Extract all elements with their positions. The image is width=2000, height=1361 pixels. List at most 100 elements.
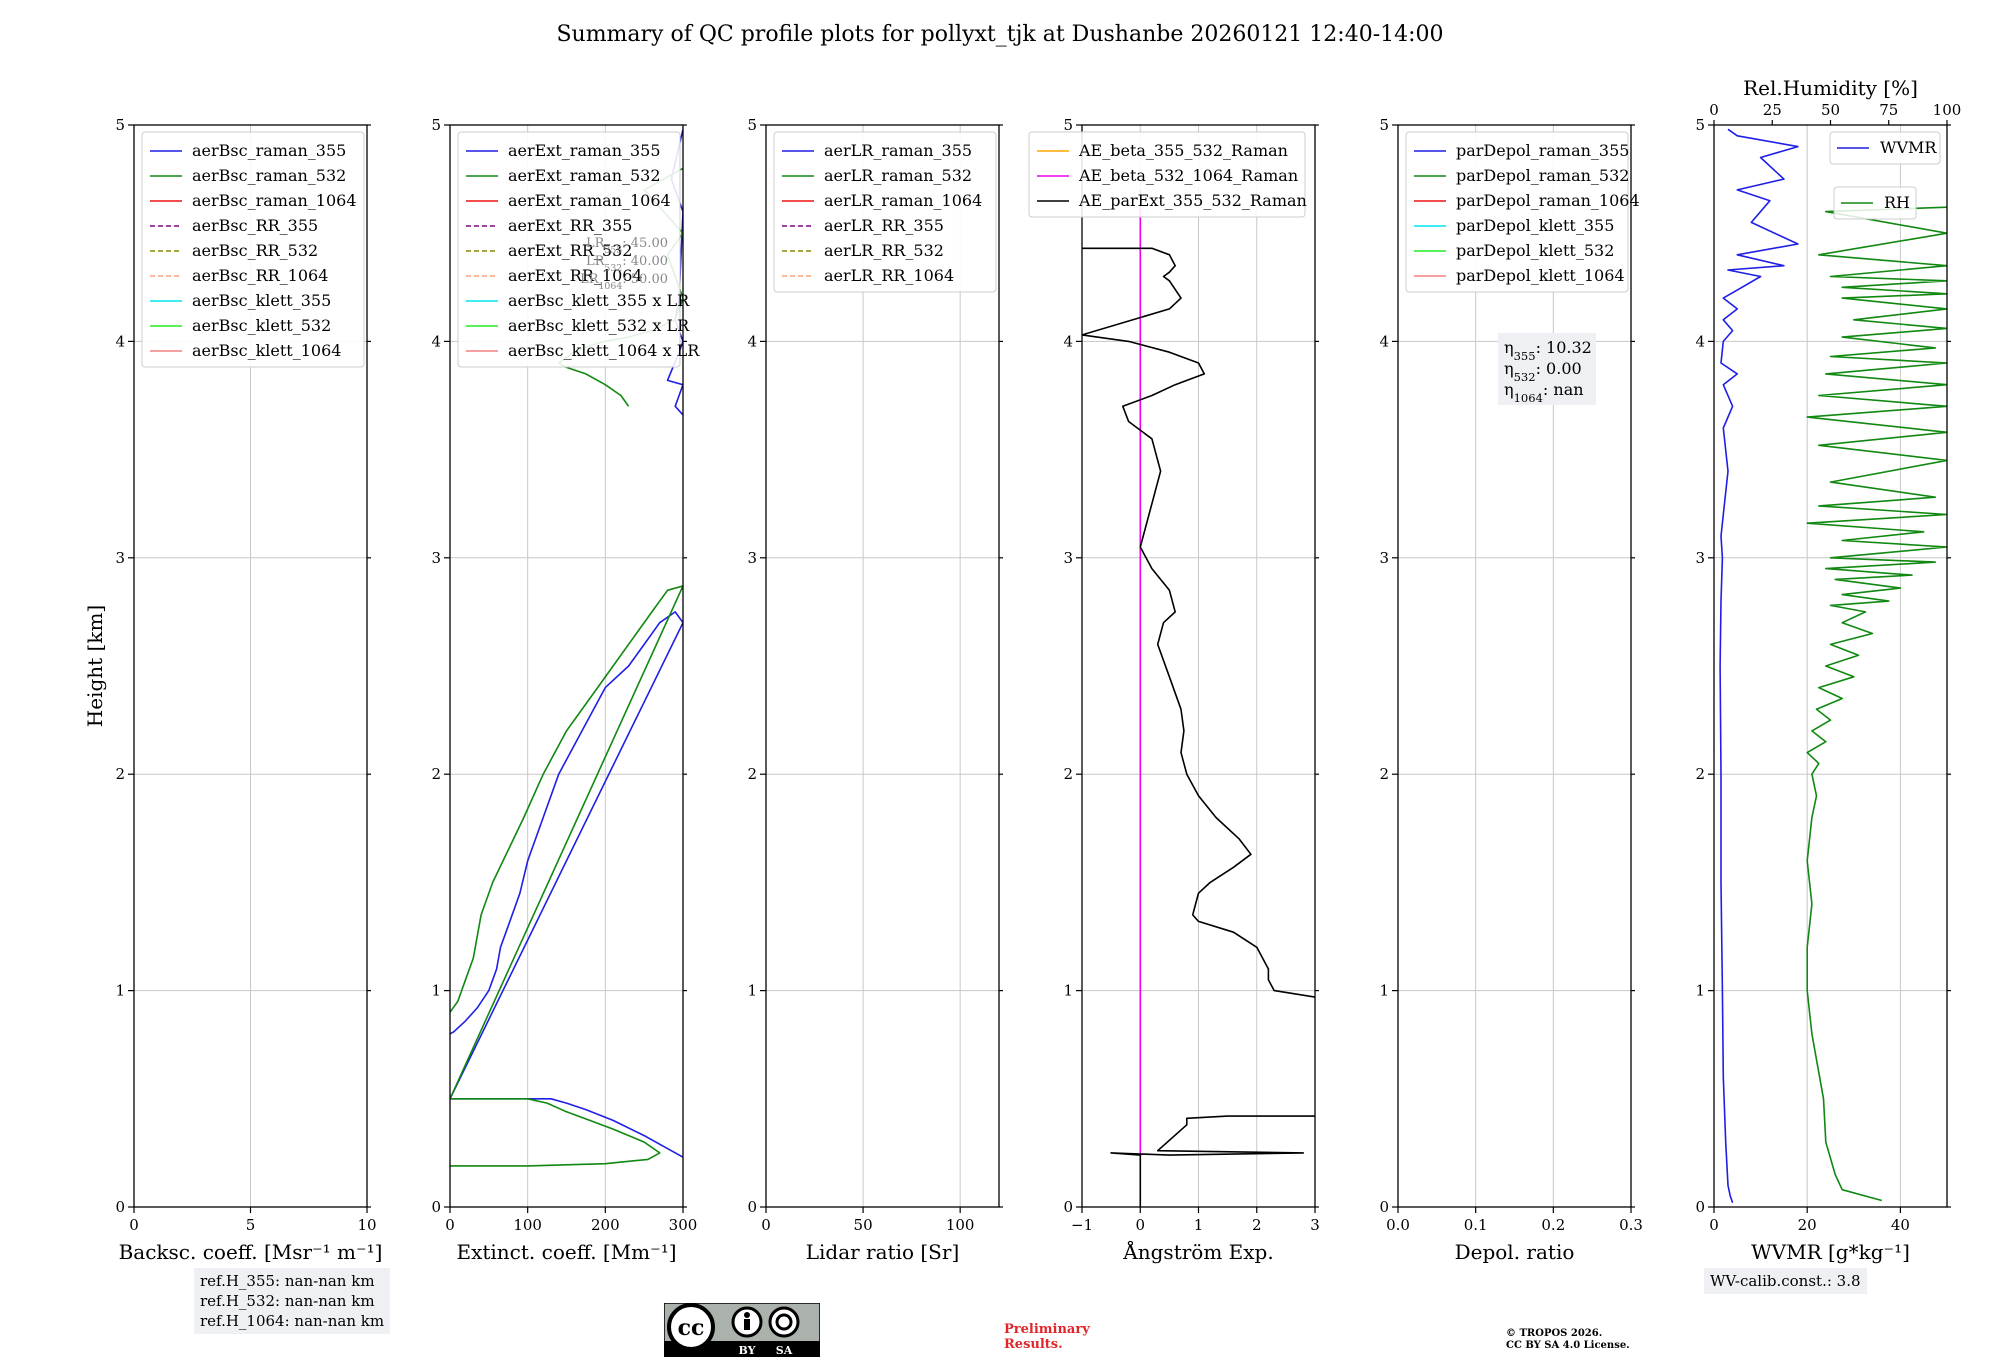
x-tick-label: 5 <box>246 1216 256 1234</box>
legend-label: aerBsc_RR_355 <box>192 216 318 235</box>
legend-label: parDepol_klett_355 <box>1456 216 1614 235</box>
legend-label: aerBsc_RR_1064 <box>192 266 328 285</box>
x-axis-label: Lidar ratio [Sr] <box>806 1240 960 1264</box>
x-tick-label: 0.2 <box>1541 1216 1565 1234</box>
copyright-line-2: CC BY SA 4.0 License. <box>1506 1340 1630 1351</box>
top-tick-label: 100 <box>1933 101 1962 119</box>
top-tick-label: 75 <box>1879 101 1898 119</box>
lr-note: LR532: 40.00 <box>586 254 668 274</box>
legend-label: aerExt_raman_1064 <box>508 191 671 210</box>
legend: aerExt_raman_355 aerExt_raman_532 aerExt_r… <box>457 131 700 368</box>
legend-label: aerBsc_klett_1064 <box>192 341 341 360</box>
y-tick-label: 2 <box>431 765 441 783</box>
x-axis-label: Ångström Exp. <box>1122 1239 1273 1264</box>
lr-note: LR1064: 50.00 <box>580 272 668 292</box>
y-tick-label: 5 <box>115 116 125 134</box>
series-RH <box>1806 206 1947 1202</box>
y-tick-label: 4 <box>1379 332 1389 350</box>
series-aerExt_raman_355_upper <box>666 129 683 416</box>
preliminary-note: Preliminary Results. <box>1004 1322 1090 1352</box>
x-tick-label: 0.1 <box>1464 1216 1488 1234</box>
legend-label: WVMR <box>1880 138 1937 157</box>
cc-sa-label: SA <box>776 1344 793 1357</box>
y-tick-label: 4 <box>747 332 757 350</box>
series-aerExt_raman_532 <box>450 585 683 1167</box>
legend-box <box>457 131 681 368</box>
ref-height-1064: ref.H_1064: nan-nan km <box>200 1312 385 1330</box>
x-tick-label: 0 <box>1709 1216 1719 1234</box>
y-tick-label: 0 <box>1379 1198 1389 1216</box>
legend-label: aerLR_raman_532 <box>824 166 972 185</box>
panel-bsc: 0 5 10 0 1 2 3 4 5 Backsc. coeff. [Msr⁻¹ m⁻¹] aerB… <box>115 116 382 1264</box>
axes-frame <box>765 124 1000 1208</box>
ref-height-box: ref.H_355: nan-nan km ref.H_532: nan-nan… <box>194 1268 391 1334</box>
panel-lr: 0 50 100 0 1 2 3 4 5 Lidar ratio [Sr] aerLR_raman_… <box>747 116 1003 1264</box>
y-tick-label: 0 <box>747 1198 757 1216</box>
y-tick-label: 3 <box>431 549 441 567</box>
series-AE_parExt_355_532_Raman <box>1082 247 1315 998</box>
x-tick-label: 100 <box>513 1216 542 1234</box>
top-tick-label: 0 <box>1709 101 1719 119</box>
y-tick-label: 0 <box>115 1198 125 1216</box>
legend: aerBsc_raman_355 aerBsc_raman_532 aerBsc_r… <box>141 131 365 368</box>
legend-label: aerLR_RR_355 <box>824 216 944 235</box>
legend-label: aerBsc_klett_532 x LR <box>508 316 690 335</box>
legend-label: aerLR_raman_1064 <box>824 191 982 210</box>
x-tick-label: 0 <box>761 1216 771 1234</box>
legend-label: aerLR_raman_355 <box>824 141 972 160</box>
legend-box <box>1028 131 1306 218</box>
y-tick-label: 3 <box>747 549 757 567</box>
x-tick-label: 40 <box>1891 1216 1910 1234</box>
y-tick-label: 0 <box>1063 1198 1073 1216</box>
cc-by-label: BY <box>739 1344 756 1357</box>
y-tick-label: 4 <box>115 332 125 350</box>
copyright-line-1: © TROPOS 2026. <box>1506 1328 1603 1339</box>
legend: AE_beta_355_532_Raman AE_beta_532_1064_Ra… <box>1028 131 1307 218</box>
y-tick-label: 3 <box>1379 549 1389 567</box>
ref-height-532: ref.H_532: nan-nan km <box>200 1292 375 1310</box>
x-tick-label: 10 <box>357 1216 376 1234</box>
legend-label: RH <box>1884 193 1910 212</box>
y-tick-label: 4 <box>431 332 441 350</box>
y-tick-label: 5 <box>747 116 757 134</box>
y-tick-label: 0 <box>1695 1198 1705 1216</box>
legend-label: AE_beta_355_532_Raman <box>1078 141 1288 160</box>
panel-wv: 0 20 40 0 1 2 3 4 5 WVMR [g*kg⁻¹] 0 25 50 75 100 Rel.Hu… <box>1695 76 1961 1264</box>
legend-wvmr: WVMR <box>1829 131 1941 165</box>
legend-label: parDepol_raman_532 <box>1456 166 1629 185</box>
x-axis-label: WVMR [g*kg⁻¹] <box>1751 1240 1910 1264</box>
axes-frame <box>1713 124 1948 1208</box>
legend-label: aerBsc_raman_355 <box>192 141 346 160</box>
y-tick-label: 5 <box>1379 116 1389 134</box>
legend-box <box>141 131 365 368</box>
copyright-note: © TROPOS 2026. CC BY SA 4.0 License. <box>1506 1328 1630 1352</box>
y-tick-label: 1 <box>115 982 125 1000</box>
y-axis-label: Height [km] <box>83 605 107 727</box>
y-tick-label: 2 <box>747 765 757 783</box>
x-tick-label: 300 <box>669 1216 698 1234</box>
legend-label: AE_beta_532_1064_Raman <box>1078 166 1298 185</box>
x-tick-label: 200 <box>591 1216 620 1234</box>
legend-box <box>773 131 997 293</box>
panel-dep: 0.0 0.1 0.2 0.3 0 1 2 3 4 5 Depol. ratio parDepol_r… <box>1379 116 1642 1264</box>
legend-label: parDepol_klett_1064 <box>1456 266 1625 285</box>
legend-rh: RH <box>1833 186 1917 220</box>
y-tick-label: 0 <box>431 1198 441 1216</box>
y-tick-label: 1 <box>431 982 441 1000</box>
x-tick-label: 20 <box>1798 1216 1817 1234</box>
legend-label: AE_parExt_355_532_Raman <box>1078 191 1307 210</box>
series-AE_parExt_355_532_Raman_low <box>1110 1115 1315 1207</box>
x-axis-label: Extinct. coeff. [Mm⁻¹] <box>456 1240 676 1264</box>
legend-label: aerBsc_klett_532 <box>192 316 331 335</box>
wv-calib-box: WV-calib.const.: 3.8 <box>1704 1268 1867 1294</box>
x-tick-label: 0.3 <box>1619 1216 1643 1234</box>
preliminary-line-1: Preliminary <box>1004 1322 1090 1337</box>
x-tick-label: 0.0 <box>1386 1216 1410 1234</box>
y-tick-label: 5 <box>1695 116 1705 134</box>
top-tick-label: 50 <box>1821 101 1840 119</box>
top-tick-label: 25 <box>1763 101 1782 119</box>
legend-label: aerExt_RR_1064 <box>508 266 643 285</box>
y-tick-label: 3 <box>1695 549 1705 567</box>
